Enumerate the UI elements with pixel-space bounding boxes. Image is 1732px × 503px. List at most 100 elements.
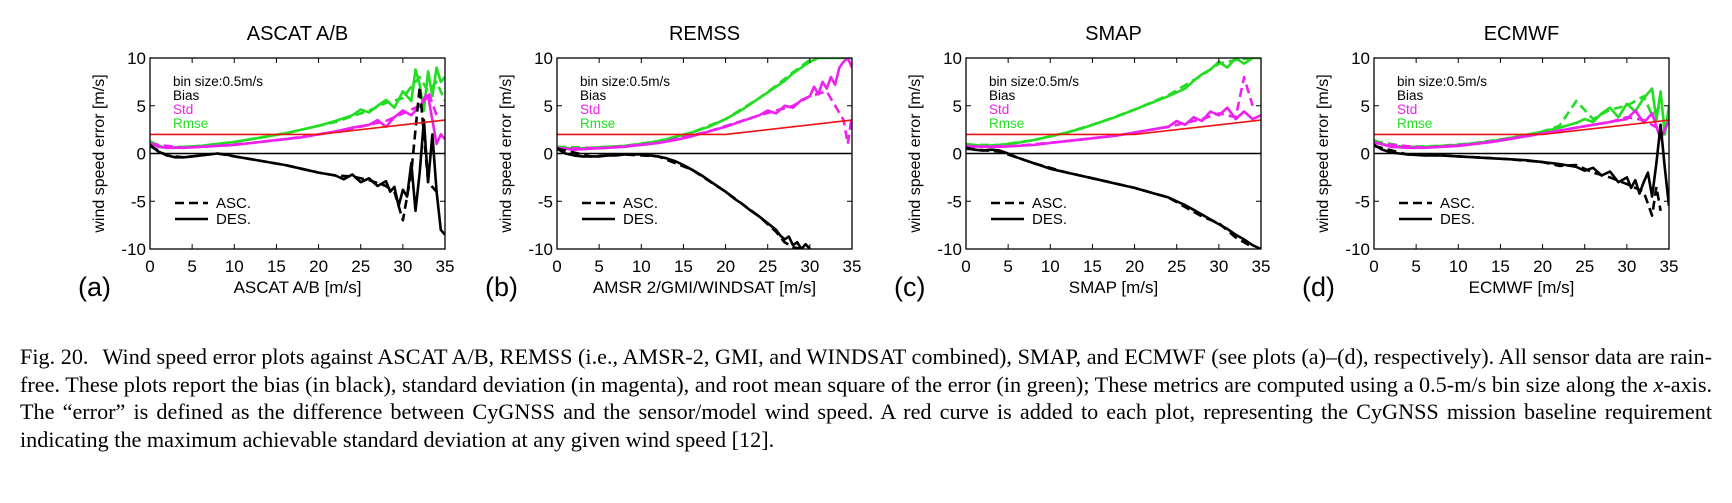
panel-remss: REMSS 0 5 10 15 20 25 30 35 -10 -5 0 5 10 wind speed e… [485,23,861,302]
series-requirement [150,119,445,136]
y-tick-label: 5 [1361,97,1370,116]
legend-des: DES. [623,211,658,228]
legend-std: Std [1397,102,1417,117]
y-tick-label: -5 [538,192,553,211]
legend-asc: ASC. [216,195,251,212]
legend-rmse: Rmse [173,116,208,131]
caption-axis-variable: x [1653,371,1664,397]
legend-des: DES. [216,211,251,228]
y-tick-label: 5 [137,97,146,116]
x-tick-label: 10 [1041,257,1060,276]
x-tick-label: 10 [632,257,651,276]
series-group [1374,87,1669,217]
series-rmse-asc [966,58,1253,147]
panel-smap: SMAP 0 5 10 15 20 25 30 35 -10 -5 0 5 10 wind speed er… [894,23,1270,302]
y-axis-label: wind speed error [m/s] [1315,74,1332,233]
series-bias-asc [150,85,438,222]
series-group [557,58,852,249]
x-tick-label: 15 [267,257,286,276]
x-tick-label: 5 [1411,257,1420,276]
legend-rmse: Rmse [580,116,615,131]
y-tick-label: -10 [528,240,553,259]
x-tick-label: 0 [1369,257,1378,276]
x-tick-label: 35 [436,257,455,276]
panel-letter: (d) [1302,272,1335,302]
panel-title: ASCAT A/B [247,23,349,45]
series-group [966,58,1261,249]
y-tick-label: -5 [947,192,962,211]
panel-ecmwf: ECMWF 0 5 10 15 20 25 30 35 -10 -5 0 5 10 wind speed e… [1302,23,1678,302]
series-std-asc [1374,115,1662,150]
x-tick-label: 25 [758,257,777,276]
y-tick-label: 10 [943,49,962,68]
y-tick-label: -5 [131,192,146,211]
series-bias-des [557,147,811,249]
x-tick-label: 20 [309,257,328,276]
series-bias-des [966,146,1261,249]
legend-bin-size: bin size:0.5m/s [580,74,670,89]
x-tick-label: 0 [961,257,970,276]
legend-bin-size: bin size:0.5m/s [1397,74,1487,89]
series-requirement [966,119,1261,136]
x-tick-label: 35 [1660,257,1679,276]
legend-bias: Bias [1397,88,1424,103]
x-tick-label: 25 [351,257,370,276]
y-tick-label: 10 [534,49,553,68]
y-tick-label: 5 [953,97,962,116]
x-tick-label: 15 [674,257,693,276]
y-tick-label: -5 [1355,192,1370,211]
x-tick-label: 20 [1533,257,1552,276]
figure: ASCAT A/B 0 5 10 15 20 25 30 35 -10 -5 0 5 10 wind spe… [78,23,1678,302]
x-axis-label: SMAP [m/s] [1069,278,1158,297]
series-bias-asc [966,147,1254,249]
series-std-des [150,94,445,150]
x-tick-label: 15 [1083,257,1102,276]
caption-text-part2: -axis. The “error” is defined as the dif… [20,371,1713,452]
x-tick-label: 30 [393,257,412,276]
figure-caption: Fig. 20. Wind speed error plots against A… [20,343,1712,453]
y-tick-label: -10 [937,240,962,259]
legend-asc: ASC. [1440,195,1475,212]
y-tick-label: 5 [544,97,553,116]
legend-des: DES. [1032,211,1067,228]
panel-title: REMSS [669,23,740,45]
legend-std: Std [580,102,600,117]
x-tick-label: 25 [1167,257,1186,276]
series-bias-des [1374,123,1669,207]
legend-bin-size: bin size:0.5m/s [173,74,263,89]
x-tick-label: 35 [843,257,862,276]
x-tick-label: 20 [716,257,735,276]
y-axis-label: wind speed error [m/s] [91,74,108,233]
legend-des: DES. [1440,211,1475,228]
legend-asc: ASC. [1032,195,1067,212]
caption-text-part1: Wind speed error plots against ASCAT A/B… [20,344,1712,397]
legend-bin-size: bin size:0.5m/s [989,74,1079,89]
legend-std: Std [989,102,1009,117]
panel-letter: (a) [78,272,111,302]
y-tick-label: 10 [1351,49,1370,68]
x-tick-label: 5 [187,257,196,276]
y-tick-label: -10 [1345,240,1370,259]
x-tick-label: 5 [594,257,603,276]
x-tick-label: 10 [225,257,244,276]
series-bias-asc [1374,144,1662,217]
legend-asc: ASC. [623,195,658,212]
y-tick-label: 0 [953,145,962,164]
caption-label: Fig. 20. [20,344,89,369]
x-tick-label: 0 [145,257,154,276]
x-tick-label: 20 [1125,257,1144,276]
legend-rmse: Rmse [1397,116,1432,131]
x-tick-label: 25 [1575,257,1594,276]
x-axis-label: ASCAT A/B [m/s] [234,278,362,297]
legend-bias: Bias [989,88,1016,103]
panel-letter: (b) [485,272,518,302]
series-std-asc [557,90,852,150]
x-tick-label: 30 [1209,257,1228,276]
x-tick-label: 35 [1252,257,1271,276]
x-tick-label: 15 [1491,257,1510,276]
panel-ascat-a-b: ASCAT A/B 0 5 10 15 20 25 30 35 -10 -5 0 5 10 wind spe… [78,23,454,302]
y-tick-label: 0 [544,145,553,164]
x-axis-label: AMSR 2/GMI/WINDSAT [m/s] [593,278,816,297]
y-tick-label: 0 [1361,145,1370,164]
panel-title: SMAP [1085,23,1142,45]
